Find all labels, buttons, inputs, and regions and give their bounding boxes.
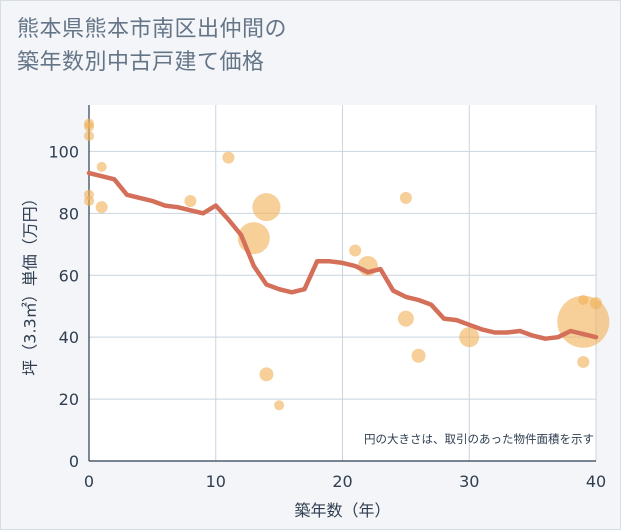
y-tick-label: 100 (48, 142, 79, 161)
x-tick-label: 0 (84, 472, 94, 491)
bubble-point (252, 193, 281, 222)
y-axis-label: 坪（3.3㎡）単価（万円） (21, 190, 40, 375)
bubble-point (259, 367, 274, 382)
grid-lines (89, 105, 597, 461)
chart-title-line1: 熊本県熊本市南区出仲間の (17, 17, 288, 42)
bubble-point (578, 295, 589, 306)
bubble-point (96, 161, 107, 172)
bubble-point (184, 194, 197, 207)
bubble-point (84, 195, 94, 206)
trend-line (86, 170, 599, 341)
bubble-point (84, 130, 94, 141)
trend-series (86, 170, 599, 341)
bubble-point (349, 244, 362, 257)
bubble-point (222, 151, 235, 164)
bubble-point (459, 327, 480, 348)
y-tick-label: 0 (69, 452, 79, 471)
x-tick-label: 20 (332, 472, 352, 491)
bubble-point (411, 348, 426, 363)
y-tick-label: 60 (59, 266, 79, 285)
chart-title: 熊本県熊本市南区出仲間の 築年数別中古戸建て価格 (17, 13, 287, 79)
tick-labels: 0 10 20 30 40 0 20 40 60 80 100 (48, 142, 606, 491)
bubble-point (95, 201, 108, 214)
bubble-point (397, 310, 414, 327)
bubble-point (84, 121, 94, 132)
x-tick-label: 30 (459, 472, 479, 491)
bubble-point (274, 400, 285, 411)
x-axis-label: 築年数（年） (294, 501, 390, 520)
axes (88, 105, 596, 462)
x-tick-label: 40 (586, 472, 606, 491)
x-tick-label: 10 (206, 472, 226, 491)
y-tick-label: 20 (59, 390, 79, 409)
size-legend-note: 円の大きさは、取引のあった物件面積を示す (364, 432, 594, 446)
bubble-point (577, 355, 590, 368)
y-tick-label: 40 (59, 328, 79, 347)
y-tick-label: 80 (59, 204, 79, 223)
chart-title-line2: 築年数別中古戸建て価格 (17, 50, 265, 75)
bubble-point (590, 297, 602, 310)
bubble-point (399, 191, 412, 204)
